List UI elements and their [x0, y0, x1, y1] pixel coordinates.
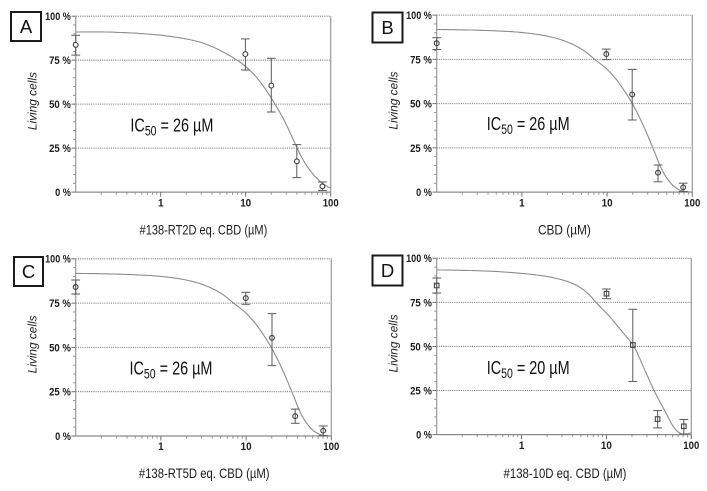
svg-text:10: 10 [240, 197, 251, 209]
svg-text:1: 1 [519, 197, 525, 209]
svg-text:0 %: 0 % [55, 431, 71, 443]
svg-text:100 %: 100 % [45, 254, 71, 266]
svg-text:A: A [20, 16, 33, 37]
svg-text:1: 1 [158, 197, 164, 209]
svg-text:50 %: 50 % [410, 341, 432, 353]
svg-text:100: 100 [323, 441, 339, 453]
svg-text:100 %: 100 % [45, 11, 71, 23]
svg-text:25 %: 25 % [410, 143, 432, 155]
svg-text:75 %: 75 % [410, 54, 432, 66]
svg-text:100: 100 [683, 440, 699, 452]
svg-text:100: 100 [684, 197, 700, 209]
svg-text:Living cells: Living cells [389, 314, 401, 372]
svg-text:50 %: 50 % [49, 99, 71, 111]
svg-text:10: 10 [601, 440, 612, 452]
svg-text:Living cells: Living cells [28, 315, 40, 373]
svg-text:B: B [381, 17, 393, 38]
svg-text:10: 10 [241, 441, 252, 453]
svg-text:10: 10 [602, 197, 613, 209]
svg-text:1: 1 [519, 440, 525, 452]
svg-text:D: D [381, 260, 394, 281]
svg-text:100 %: 100 % [406, 253, 432, 265]
svg-text:0 %: 0 % [416, 430, 432, 442]
svg-text:50 %: 50 % [49, 342, 71, 354]
svg-text:CBD (µM): CBD (µM) [538, 222, 591, 238]
svg-text:25 %: 25 % [49, 143, 71, 155]
svg-text:IC50 = 26 µM: IC50 = 26 µM [130, 115, 213, 139]
svg-text:IC50 = 26 µM: IC50 = 26 µM [487, 113, 570, 137]
svg-text:#138-RT5D eq. CBD (µM): #138-RT5D eq. CBD (µM) [139, 465, 270, 481]
svg-text:#138-RT2D eq. CBD (µM): #138-RT2D eq. CBD (µM) [140, 222, 268, 238]
svg-text:100 %: 100 % [406, 10, 432, 22]
svg-text:75 %: 75 % [49, 55, 71, 67]
svg-text:Living cells: Living cells [389, 71, 401, 129]
svg-text:Living cells: Living cells [28, 72, 40, 130]
svg-text:1: 1 [158, 441, 164, 453]
svg-text:#138-10D eq. CBD (µM): #138-10D eq. CBD (µM) [504, 465, 627, 481]
svg-text:75 %: 75 % [49, 298, 71, 310]
svg-text:25 %: 25 % [49, 387, 71, 399]
svg-text:0 %: 0 % [55, 187, 71, 199]
svg-text:IC50 = 20 µM: IC50 = 20 µM [487, 357, 570, 381]
svg-text:75 %: 75 % [410, 297, 432, 309]
svg-text:C: C [22, 261, 35, 282]
svg-text:IC50 = 26 µM: IC50 = 26 µM [130, 358, 213, 382]
svg-text:100: 100 [323, 197, 339, 209]
svg-text:50 %: 50 % [410, 99, 432, 111]
svg-text:25 %: 25 % [410, 385, 432, 397]
svg-text:0 %: 0 % [416, 187, 432, 199]
